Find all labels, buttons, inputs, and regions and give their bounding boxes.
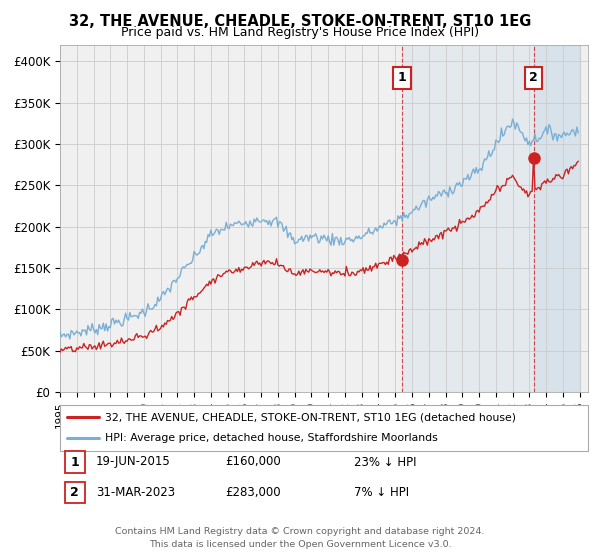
Text: HPI: Average price, detached house, Staffordshire Moorlands: HPI: Average price, detached house, Staf… [105, 433, 438, 444]
Text: 2: 2 [529, 71, 538, 85]
Text: Price paid vs. HM Land Registry's House Price Index (HPI): Price paid vs. HM Land Registry's House … [121, 26, 479, 39]
Text: 7% ↓ HPI: 7% ↓ HPI [354, 486, 409, 500]
Text: 32, THE AVENUE, CHEADLE, STOKE-ON-TRENT, ST10 1EG (detached house): 32, THE AVENUE, CHEADLE, STOKE-ON-TRENT,… [105, 412, 516, 422]
Text: Contains HM Land Registry data © Crown copyright and database right 2024.: Contains HM Land Registry data © Crown c… [115, 527, 485, 536]
Text: 1: 1 [398, 71, 407, 85]
Text: 1: 1 [70, 455, 79, 469]
Text: £283,000: £283,000 [225, 486, 281, 500]
Bar [533, 45, 580, 392]
Text: This data is licensed under the Open Government Licence v3.0.: This data is licensed under the Open Gov… [149, 540, 451, 549]
Text: 23% ↓ HPI: 23% ↓ HPI [354, 455, 416, 469]
Bar [402, 45, 580, 392]
Text: 19-JUN-2015: 19-JUN-2015 [96, 455, 171, 469]
Text: £160,000: £160,000 [225, 455, 281, 469]
Text: 2: 2 [70, 486, 79, 500]
Text: 32, THE AVENUE, CHEADLE, STOKE-ON-TRENT, ST10 1EG: 32, THE AVENUE, CHEADLE, STOKE-ON-TRENT,… [69, 14, 531, 29]
Text: 31-MAR-2023: 31-MAR-2023 [96, 486, 175, 500]
